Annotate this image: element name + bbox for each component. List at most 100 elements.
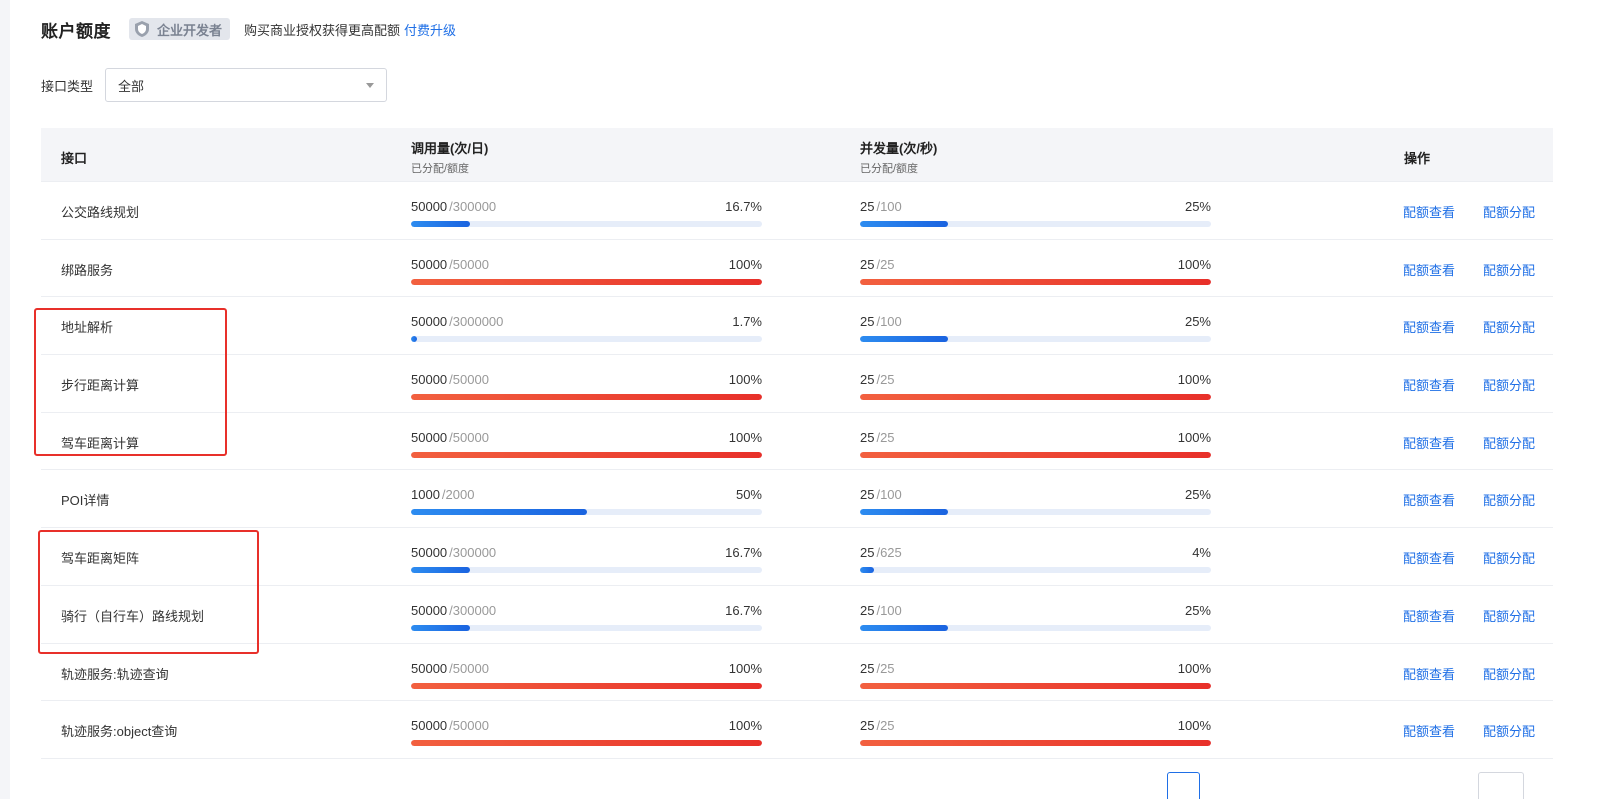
- calls-values: 50000/300000: [411, 603, 496, 618]
- concurrency-progress-bar: [860, 624, 1211, 631]
- concurrency-values: 25/100: [860, 314, 902, 329]
- concurrency-total: /100: [876, 314, 902, 330]
- table-row: 轨迹服务:object查询 50000/50000 100% 25/25 100% 配额查…: [41, 701, 1553, 759]
- concurrency-progress-fill: [860, 682, 1211, 689]
- assign-quota-link[interactable]: 配额分配: [1483, 205, 1536, 220]
- concurrency-values: 25/625: [860, 545, 902, 560]
- view-quota-link[interactable]: 配额查看: [1403, 608, 1456, 624]
- table-header: 接口 调用量(次/日) 已分配/额度 并发量(次/秒) 已分配/额度 操作: [41, 128, 1553, 182]
- calls-used: 1000: [411, 487, 440, 503]
- calls-percent: 100%: [728, 372, 762, 388]
- concurrency-values: 25/25: [860, 257, 895, 272]
- upgrade-tip: 购买商业授权获得更高配额: [244, 22, 401, 38]
- assign-quota-link[interactable]: 配额分配: [1483, 320, 1536, 336]
- view-quota-link[interactable]: 配额查看: [1403, 724, 1456, 740]
- api-name: 步行距离计算: [61, 378, 140, 394]
- pager-button[interactable]: [1167, 772, 1200, 799]
- calls-total: /50000: [449, 429, 489, 445]
- assign-quota-link[interactable]: 配额分配: [1483, 378, 1536, 394]
- concurrency-quota: 25/625 4%: [860, 545, 1211, 575]
- assign-quota-link[interactable]: 配额分配: [1483, 493, 1536, 509]
- calls-used: 50000: [411, 429, 448, 445]
- shield-icon: [135, 21, 149, 37]
- calls-total: /300000: [449, 602, 497, 618]
- calls-quota: 50000/3000000 1.7%: [411, 314, 762, 344]
- calls-progress-fill: [411, 740, 762, 747]
- calls-values: 50000/3000000: [411, 314, 503, 329]
- calls-progress-bar: [411, 221, 762, 227]
- view-quota-link[interactable]: 配额查看: [1403, 262, 1456, 278]
- concurrency-progress-fill: [860, 336, 948, 343]
- calls-progress-fill: [411, 221, 470, 227]
- concurrency-total: /25: [876, 718, 895, 734]
- pager-size-select[interactable]: [1478, 772, 1524, 799]
- assign-quota-link[interactable]: 配额分配: [1483, 666, 1536, 682]
- concurrency-quota: 25/100 25%: [860, 314, 1211, 344]
- calls-values: 50000/50000: [411, 257, 489, 272]
- highlight-box-1: [34, 308, 227, 456]
- calls-values: 50000/50000: [411, 661, 489, 676]
- concurrency-progress-bar: [860, 278, 1211, 285]
- chevron-down-icon: [366, 82, 375, 88]
- concurrency-progress-bar: [860, 394, 1211, 401]
- calls-percent: 100%: [728, 429, 762, 445]
- concurrency-quota: 25/25 100%: [860, 661, 1211, 691]
- concurrency-values: 25/25: [860, 430, 895, 445]
- concurrency-total: /25: [876, 372, 895, 388]
- concurrency-percent: 100%: [1177, 660, 1211, 676]
- api-name: 地址解析: [61, 320, 114, 336]
- calls-progress-fill: [411, 336, 417, 343]
- upgrade-link[interactable]: 付费升级: [404, 22, 457, 38]
- api-type-select[interactable]: 全部: [105, 68, 388, 102]
- calls-quota: 50000/300000 16.7%: [411, 199, 762, 229]
- concurrency-quota: 25/25 100%: [860, 257, 1211, 287]
- calls-progress-fill: [411, 567, 470, 574]
- assign-quota-link[interactable]: 配额分配: [1483, 724, 1536, 740]
- calls-percent: 1.7%: [732, 314, 762, 330]
- table-row: 公交路线规划 50000/300000 16.7% 25/100 25% 配额查看 配额分配: [41, 182, 1553, 240]
- page-left-edge: [0, 0, 10, 799]
- view-quota-link[interactable]: 配额查看: [1403, 435, 1456, 451]
- calls-total: /300000: [449, 199, 497, 214]
- concurrency-values: 25/25: [860, 661, 895, 676]
- concurrency-values: 25/100: [860, 487, 902, 502]
- view-quota-link[interactable]: 配额查看: [1403, 493, 1456, 509]
- concurrency-used: 25: [860, 602, 875, 618]
- concurrency-progress-fill: [860, 451, 1211, 458]
- assign-quota-link[interactable]: 配额分配: [1483, 608, 1536, 624]
- concurrency-quota: 25/25 100%: [860, 372, 1211, 402]
- concurrency-values: 25/25: [860, 718, 895, 733]
- view-quota-link[interactable]: 配额查看: [1403, 205, 1456, 220]
- concurrency-progress-bar: [860, 221, 1211, 227]
- view-quota-link[interactable]: 配额查看: [1403, 666, 1456, 682]
- concurrency-values: 25/100: [860, 603, 902, 618]
- view-quota-link[interactable]: 配额查看: [1403, 320, 1456, 336]
- calls-percent: 16.7%: [725, 602, 762, 618]
- concurrency-total: /25: [876, 660, 895, 676]
- view-quota-link[interactable]: 配额查看: [1403, 378, 1456, 394]
- concurrency-progress-fill: [860, 394, 1211, 401]
- calls-percent: 100%: [728, 256, 762, 272]
- column-header-concurrency: 并发量(次/秒) 已分配/额度: [860, 141, 938, 175]
- assign-quota-link[interactable]: 配额分配: [1483, 435, 1536, 451]
- assign-quota-link[interactable]: 配额分配: [1483, 551, 1536, 567]
- assign-quota-link[interactable]: 配额分配: [1483, 262, 1536, 278]
- concurrency-total: /100: [876, 487, 902, 503]
- column-header-api: 接口: [61, 151, 88, 166]
- view-quota-link[interactable]: 配额查看: [1403, 551, 1456, 567]
- concurrency-total: /25: [876, 429, 895, 445]
- highlight-box-2: [38, 530, 259, 654]
- calls-progress-bar: [411, 509, 762, 516]
- calls-quota: 50000/300000 16.7%: [411, 545, 762, 575]
- concurrency-progress-fill: [860, 567, 875, 574]
- concurrency-progress-fill: [860, 221, 948, 227]
- concurrency-used: 25: [860, 372, 875, 388]
- concurrency-percent: 25%: [1184, 487, 1211, 503]
- concurrency-progress-bar: [860, 509, 1211, 516]
- concurrency-progress-bar: [860, 567, 1211, 574]
- developer-badge: 企业开发者: [129, 18, 231, 40]
- calls-progress-bar: [411, 336, 762, 343]
- calls-used: 50000: [411, 718, 448, 734]
- calls-values: 50000/300000: [411, 199, 496, 214]
- concurrency-quota: 25/100 25%: [860, 487, 1211, 517]
